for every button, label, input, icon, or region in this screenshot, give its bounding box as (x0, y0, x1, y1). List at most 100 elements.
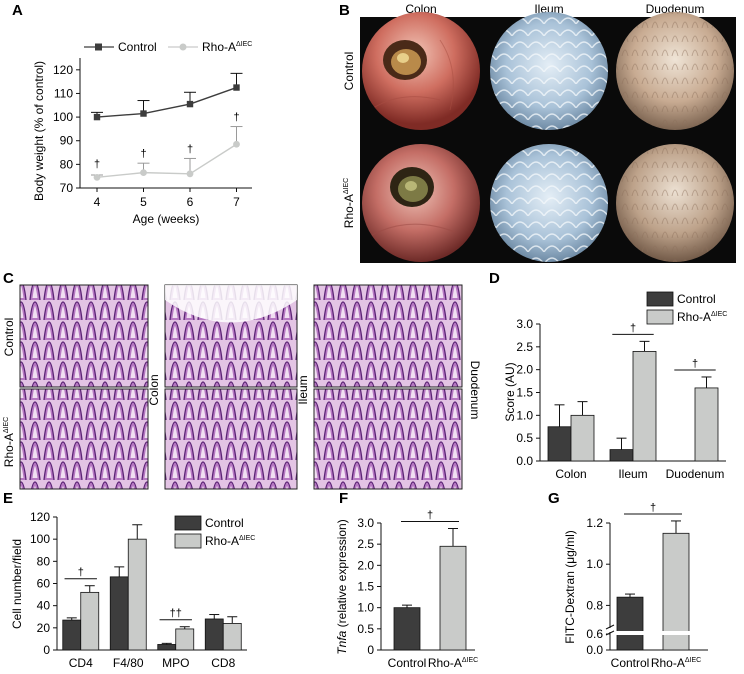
g-xtick-label-base: Rho-A (651, 656, 685, 670)
d-ytick-label: 1.0 (516, 408, 533, 422)
a-series-line-1 (96, 143, 237, 179)
f-bar (393, 607, 421, 651)
g-ylabel: FITC-Dextran (μg/ml) (563, 530, 577, 644)
legend-control-label: Control (118, 40, 157, 54)
f-xtick-label-base: Rho-A (428, 656, 462, 670)
a-ytick-label: 80 (60, 157, 74, 171)
e-bar (157, 644, 177, 651)
panel-c-row-rho: Rho-AΔIEC (2, 417, 16, 467)
legend-e-rho-sup: ΔIEC (239, 535, 255, 542)
legend-control-marker (95, 43, 102, 51)
g-bar-break-gap (662, 631, 690, 635)
legend-d-rho-swatch (646, 309, 674, 325)
legend-e-control-swatch (174, 515, 202, 531)
a-xtick-label: 7 (233, 195, 240, 209)
panel-e-legend: Control Rho-AΔIEC (174, 515, 255, 549)
panel-label-f: F (339, 490, 348, 507)
e-ytick-label: 40 (37, 599, 51, 613)
panel-label-e: E (3, 490, 13, 507)
g-bar-break-gap (616, 631, 644, 635)
d-bar (547, 426, 572, 462)
endoscopy-duodenum-rho (616, 144, 734, 262)
f-ylabel: Tnfa (relative expression) (335, 519, 349, 654)
histology-colon-rho (19, 388, 149, 490)
g-ytick-label: 0.6 (586, 627, 603, 641)
e-ytick-label: 80 (37, 554, 51, 568)
legend-e-rho-label: Rho-AΔIEC (205, 534, 255, 548)
a-rho-point (140, 169, 147, 177)
g-bar (616, 596, 644, 651)
panel-d-chart: Control Rho-AΔIEC 0.0 0.5 1.0 1.5 2.0 2.5 3.0 C… (503, 291, 727, 481)
d-ytick-label: 0.5 (516, 431, 533, 445)
panel-b-row-control: Control (342, 52, 356, 91)
g-bar (662, 532, 690, 651)
g-ytick-label: 1.2 (586, 516, 603, 530)
e-bar (109, 576, 129, 651)
histology-lumen (165, 285, 297, 323)
d-bar (570, 414, 595, 462)
e-bar (62, 619, 82, 651)
d-bar (609, 449, 634, 462)
g-ytick-label: 1.0 (586, 557, 603, 571)
histology-duodenum-rho (313, 388, 463, 490)
e-ytick-label: 0 (43, 643, 50, 657)
e-bar (127, 538, 147, 651)
legend-e-rho-base: Rho-A (205, 534, 239, 548)
panel-c-row-rho-sup: ΔIEC (3, 417, 10, 433)
legend-e-control-label: Control (205, 516, 244, 530)
a-control-point (140, 110, 147, 117)
panel-b-row-rho-sup: ΔIEC (343, 178, 350, 194)
d-ytick-label: 2.5 (516, 340, 533, 354)
panel-c-col-colon: Colon (147, 374, 161, 405)
g-xtick-label-base: Control (611, 656, 650, 670)
histology-ileum-rho (164, 388, 298, 490)
e-sig-marker: † (78, 567, 84, 579)
f-ytick-label: 1.0 (357, 601, 374, 615)
a-ytick-label: 70 (60, 181, 74, 195)
panel-a-plot: 70 80 90 100 110 120 4 5 6 7 Age (weeks) Body weigh… (32, 58, 252, 226)
panel-label-a: A (12, 2, 23, 19)
e-bar (204, 618, 224, 651)
a-sig-marker: † (233, 112, 239, 124)
d-ytick-label: 2.0 (516, 363, 533, 377)
f-ytick-label: 2.5 (357, 537, 374, 551)
a-ylabel: Body weight (% of control) (32, 61, 46, 201)
panel-c-col-duodenum: Duodenum (468, 361, 482, 420)
histology-duodenum-control (313, 284, 463, 388)
e-xtick-label: CD8 (211, 656, 235, 670)
e-ytick-label: 100 (30, 532, 50, 546)
f-xtick-label: Rho-AΔIEC (428, 656, 478, 670)
f-xtick-label-base: Control (388, 656, 427, 670)
legend-d-rho-sup: ΔIEC (711, 311, 727, 318)
e-bar (175, 628, 195, 651)
a-control-point (93, 113, 101, 121)
histology-colon-control (19, 284, 149, 388)
legend-d-control-swatch (646, 291, 674, 307)
panel-label-d: D (489, 270, 500, 287)
a-sig-marker: † (140, 148, 146, 160)
panel-c-histology: Control Rho-AΔIEC Colon Ileum Duodenum (2, 284, 482, 490)
panel-b-row-rho: Rho-AΔIEC (342, 178, 356, 228)
panel-b-col-duodenum: Duodenum (646, 2, 705, 16)
g-sig-marker: † (650, 502, 656, 514)
f-ytick-label: 1.5 (357, 580, 374, 594)
f-sig-marker: † (427, 510, 433, 522)
d-ytick-label: 1.5 (516, 386, 533, 400)
endoscopy-duodenum-control (616, 12, 734, 130)
e-xtick-label: F4/80 (113, 656, 144, 670)
panel-label-c: C (3, 270, 14, 287)
legend-d-rho-label: Rho-AΔIEC (677, 310, 727, 324)
a-series-line-0 (96, 86, 237, 118)
a-xtick-label: 6 (187, 195, 194, 209)
f-ytick-label: 0.5 (357, 622, 374, 636)
a-xlabel: Age (weeks) (133, 212, 200, 226)
panel-d-legend: Control Rho-AΔIEC (646, 291, 727, 325)
g-xtick-label: Control (611, 656, 650, 670)
legend-rho-marker (179, 43, 187, 51)
legend-rho-sup: ΔIEC (236, 41, 252, 48)
d-xtick-label: Ileum (618, 467, 647, 481)
panel-label-b: B (339, 2, 350, 19)
e-xtick-label: CD4 (69, 656, 93, 670)
f-ytick-label: 0 (367, 643, 374, 657)
